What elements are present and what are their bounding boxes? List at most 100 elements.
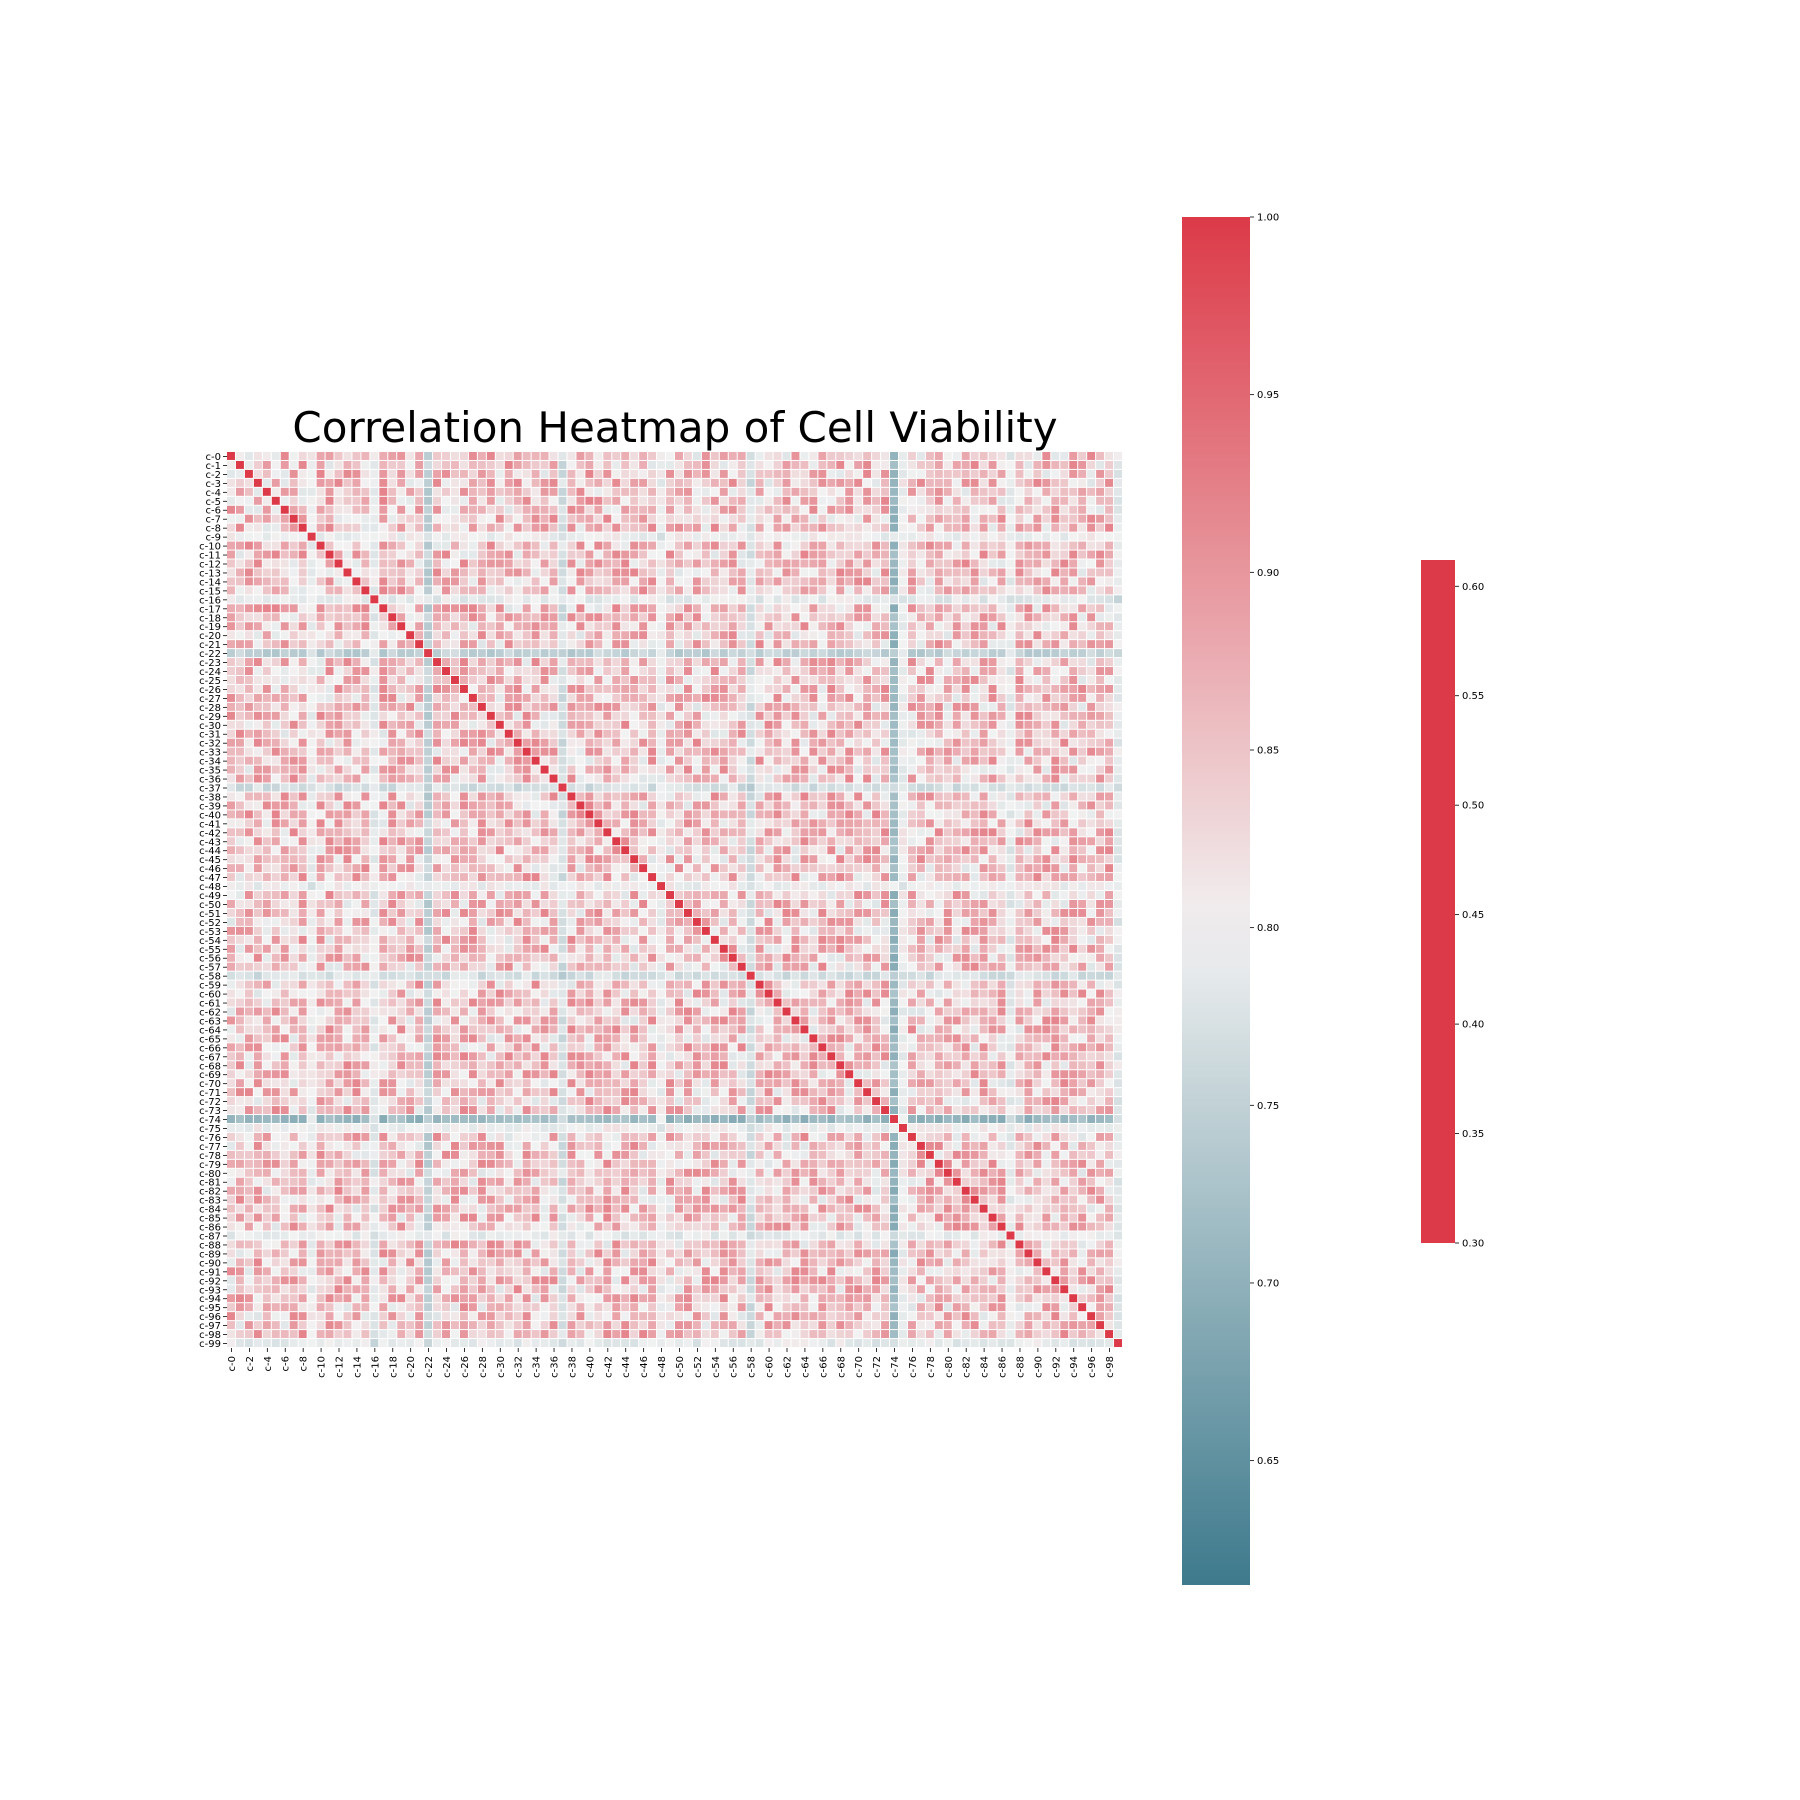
heatmap-cell — [961, 828, 970, 837]
heatmap-cell — [648, 810, 657, 819]
heatmap-cell — [675, 756, 683, 765]
heatmap-cell — [890, 622, 898, 631]
heatmap-cell — [683, 783, 692, 792]
heatmap-cell — [746, 774, 755, 783]
heatmap-cell — [451, 487, 459, 496]
heatmap-cell — [800, 693, 809, 702]
heatmap-cell — [907, 640, 916, 649]
heatmap-cell — [979, 810, 988, 819]
heatmap-cell — [648, 622, 657, 631]
heatmap-cell — [710, 487, 719, 496]
heatmap-cell — [899, 649, 907, 658]
heatmap-cell — [657, 810, 666, 819]
heatmap-cell — [504, 649, 513, 658]
heatmap-cell — [836, 514, 845, 523]
heatmap-cell — [827, 756, 836, 765]
heatmap-cell — [298, 460, 307, 469]
heatmap-cell — [388, 702, 397, 711]
heatmap-cell — [782, 882, 791, 891]
heatmap-cell — [818, 523, 827, 532]
heatmap-cell — [343, 891, 352, 899]
heatmap-cell — [737, 631, 746, 640]
heatmap-cell — [621, 801, 630, 810]
heatmap-cell — [307, 452, 316, 460]
heatmap-cell — [701, 676, 710, 684]
heatmap-cell — [603, 882, 612, 891]
heatmap-cell — [1006, 864, 1015, 873]
heatmap-cell — [406, 738, 415, 747]
heatmap-cell — [433, 568, 442, 577]
heatmap-cell — [307, 819, 316, 828]
heatmap-cell — [630, 720, 639, 729]
heatmap-cell — [899, 801, 907, 810]
heatmap-cell — [343, 702, 352, 711]
heatmap-cell — [424, 505, 433, 514]
heatmap-cell — [791, 729, 800, 738]
heatmap-cell — [746, 837, 755, 846]
heatmap-cell — [630, 819, 639, 828]
heatmap-cell — [683, 541, 692, 550]
heatmap-cell — [298, 667, 307, 675]
heatmap-cell — [854, 676, 863, 684]
heatmap-cell — [907, 684, 916, 693]
heatmap-cell — [970, 559, 979, 568]
heatmap-cell — [271, 684, 280, 693]
heatmap-cell — [1078, 514, 1087, 523]
heatmap-cell — [970, 891, 979, 899]
heatmap-cell — [836, 487, 845, 496]
heatmap-cell — [477, 676, 486, 684]
heatmap-cell — [522, 577, 531, 586]
heatmap-cell — [433, 550, 442, 559]
heatmap-cell — [406, 873, 415, 882]
heatmap-cell — [289, 738, 298, 747]
heatmap-cell — [334, 523, 343, 532]
heatmap-cell — [863, 559, 872, 568]
heatmap-cell — [818, 452, 827, 460]
heatmap-cell — [1096, 676, 1105, 684]
heatmap-cell — [648, 541, 657, 550]
heatmap-cell — [495, 774, 504, 783]
heatmap-cell — [513, 738, 522, 747]
heatmap-cell — [648, 595, 657, 604]
heatmap-cell — [486, 702, 495, 711]
heatmap-cell — [970, 828, 979, 837]
heatmap-cell — [872, 514, 881, 523]
heatmap-cell — [594, 595, 603, 604]
heatmap-cell — [1096, 532, 1105, 541]
heatmap-cell — [388, 774, 397, 783]
heatmap-cell — [594, 658, 603, 667]
heatmap-cell — [1015, 855, 1024, 864]
heatmap-cell — [504, 756, 513, 765]
heatmap-cell — [961, 452, 970, 460]
heatmap-cell — [612, 550, 621, 559]
heatmap-cell — [719, 532, 728, 541]
heatmap-cell — [970, 711, 979, 720]
heatmap-cell — [863, 765, 872, 774]
heatmap-cell — [352, 568, 361, 577]
heatmap-cell — [907, 523, 916, 532]
heatmap-cell — [666, 873, 674, 882]
heatmap-cell — [603, 541, 612, 550]
heatmap-cell — [1024, 774, 1033, 783]
heatmap-cell — [459, 460, 468, 469]
heatmap-cell — [773, 505, 782, 514]
heatmap-cell — [809, 613, 818, 622]
heatmap-cell — [379, 487, 388, 496]
heatmap-cell — [235, 819, 244, 828]
heatmap-cell — [800, 756, 809, 765]
heatmap-cell — [1051, 693, 1060, 702]
heatmap-cell — [235, 676, 244, 684]
heatmap-cell — [728, 846, 737, 855]
heatmap-cell — [809, 711, 818, 720]
heatmap-cell — [406, 774, 415, 783]
heatmap-cell — [818, 846, 827, 855]
heatmap-cell — [621, 622, 630, 631]
heatmap-cell — [558, 496, 567, 505]
heatmap-cell — [755, 568, 764, 577]
heatmap-cell — [406, 658, 415, 667]
heatmap-cell — [899, 720, 907, 729]
heatmap-cell — [343, 765, 352, 774]
heatmap-cell — [540, 765, 549, 774]
heatmap-cell — [791, 810, 800, 819]
heatmap-cell — [415, 613, 424, 622]
